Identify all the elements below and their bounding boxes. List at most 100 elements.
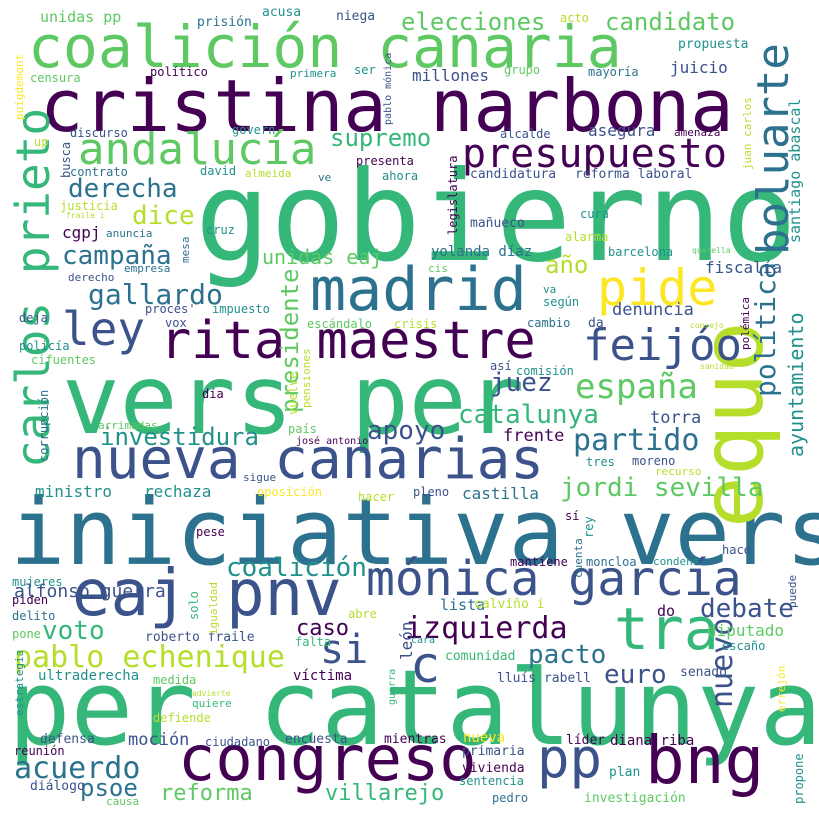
word-derecha: derecha	[68, 174, 178, 204]
word-lista: lista	[440, 596, 486, 614]
word-juan-carlos: juan carlos	[741, 97, 754, 170]
word-hacer: hacer	[358, 490, 395, 504]
word-cifuentes: cifuentes	[31, 353, 97, 367]
word-pp: pp	[537, 727, 603, 790]
word-coalicion: coalición	[226, 553, 367, 583]
word-villarejo: villarejo	[325, 781, 445, 806]
word-estrategia: estrategia	[13, 649, 26, 716]
word-asi: así	[490, 359, 512, 373]
word-iniciativa-vers: iniciativa vers	[10, 479, 819, 586]
word-investidura: investidura	[100, 423, 259, 451]
word-ciudadano: ciudadano	[205, 735, 271, 749]
word-catalunya: catalunya	[458, 400, 599, 430]
word-si: si	[320, 627, 369, 673]
word-pensiones: pensiones	[300, 348, 313, 408]
word-igualdad: igualdad	[207, 582, 220, 635]
word-elecciones: elecciones	[401, 8, 546, 36]
word-ayuntamiento: ayuntamiento	[784, 312, 808, 458]
word-consejo: consejo	[690, 321, 724, 330]
word-acto: acto	[560, 11, 589, 25]
word-moreno: moreno	[632, 454, 676, 468]
word-da: da	[588, 316, 604, 331]
word-grupo: grupo	[504, 63, 541, 77]
word-lider: líder	[566, 733, 606, 748]
word-c: c	[410, 636, 441, 694]
word-fraile-i: fraile i	[66, 211, 105, 220]
word-nueva: nueva	[463, 730, 506, 746]
word-amenaza: amenaza	[674, 126, 721, 139]
word-censura: censura	[30, 71, 81, 85]
word-candidatura: candidatura	[470, 167, 557, 182]
word-comision: comisión	[516, 364, 574, 378]
word-proces: procés'	[145, 302, 196, 316]
word-bng: bng	[645, 722, 765, 799]
word-santiago-abascal: santiago abascal	[786, 98, 804, 244]
word-puigdemont: puigdemont	[13, 53, 26, 120]
word-alarma: alarma	[565, 230, 609, 244]
word-hace: hace	[722, 543, 751, 557]
word-coalicion-canaria: coalición canaria	[28, 13, 622, 81]
word-vox: vox	[165, 316, 187, 330]
word-quiere: quiere	[192, 697, 232, 710]
word-politica: política	[749, 262, 782, 397]
word-dia: día	[202, 387, 224, 401]
word-rey: rey	[582, 516, 596, 538]
word-reforma: reforma	[160, 781, 253, 806]
word-jose-antonio: josé antonio	[296, 436, 369, 447]
word-lluis-rabell: lluís rabell	[497, 671, 591, 686]
word-causa: causa	[106, 795, 140, 808]
word-feijoo: feijóo	[583, 320, 742, 371]
word-comunidad: comunidad	[445, 649, 516, 664]
word-presenta: presenta	[356, 154, 414, 168]
word-juez: juez	[490, 368, 553, 398]
word-unidas-eaj: unidas eaj	[262, 245, 383, 269]
word-manueco: mañueco	[470, 216, 525, 231]
word-medida: medida	[153, 673, 197, 687]
word-pedro: pedro	[492, 791, 529, 805]
word-tra: tra	[614, 595, 719, 663]
word-pleno: pleno	[413, 485, 450, 499]
word-pone: pone	[12, 627, 41, 641]
word-ahora: ahora	[382, 169, 419, 183]
word-advierte: advierte	[192, 689, 231, 698]
word-do: do	[657, 602, 676, 620]
word-diputado: diputado	[707, 621, 785, 640]
word-busca: busca	[59, 141, 73, 178]
word-prision: prisión	[197, 15, 252, 30]
word-piden: piden	[12, 593, 49, 607]
word-sentencia: sentencia	[459, 774, 525, 788]
word-rechaza: rechaza	[144, 482, 212, 501]
word-campana: campaña	[62, 241, 172, 271]
word-jordi-sevilla: jordi sevilla	[560, 473, 764, 503]
word-dialogo: diálogo	[30, 779, 85, 794]
word-pais: país	[288, 422, 317, 436]
word-primaria: primaria	[462, 744, 525, 759]
word-up: up	[34, 135, 49, 149]
word-defiende: defiende	[153, 711, 211, 725]
word-mantiene: mantiene	[510, 555, 568, 569]
word-si-accent: sí	[565, 509, 580, 523]
word-calvino-i: calviño i	[474, 597, 545, 612]
word-torra: torra	[650, 408, 702, 428]
word-cruz: cruz	[206, 223, 235, 237]
word-partido: partido	[573, 423, 700, 458]
word-izquierda: izquierda	[405, 611, 568, 646]
word-corrupcion: corrupción	[37, 389, 51, 462]
word-vivienda: vivienda	[462, 761, 525, 776]
word-victima: víctima	[293, 668, 353, 684]
word-ultraderecha: ultraderecha	[38, 668, 140, 684]
word-yolanda-diaz: yolanda díaz	[431, 244, 533, 260]
word-unidas-pp: unidas pp	[40, 8, 122, 26]
word-reunion: reunión	[14, 744, 65, 758]
word-abre: abre	[348, 607, 377, 621]
word-acuerdo: acuerdo	[14, 751, 141, 786]
word-polemica: polémica	[739, 297, 752, 350]
word-ministro: ministro	[35, 482, 113, 501]
word-david: david	[200, 164, 237, 178]
word-cis: cis	[428, 262, 448, 275]
word-pese: pese	[196, 525, 225, 539]
word-frente: frente	[503, 426, 565, 446]
word-cambio: cambio	[527, 316, 571, 330]
word-candidato: candidato	[605, 8, 736, 36]
word-delito: delito	[12, 609, 56, 623]
